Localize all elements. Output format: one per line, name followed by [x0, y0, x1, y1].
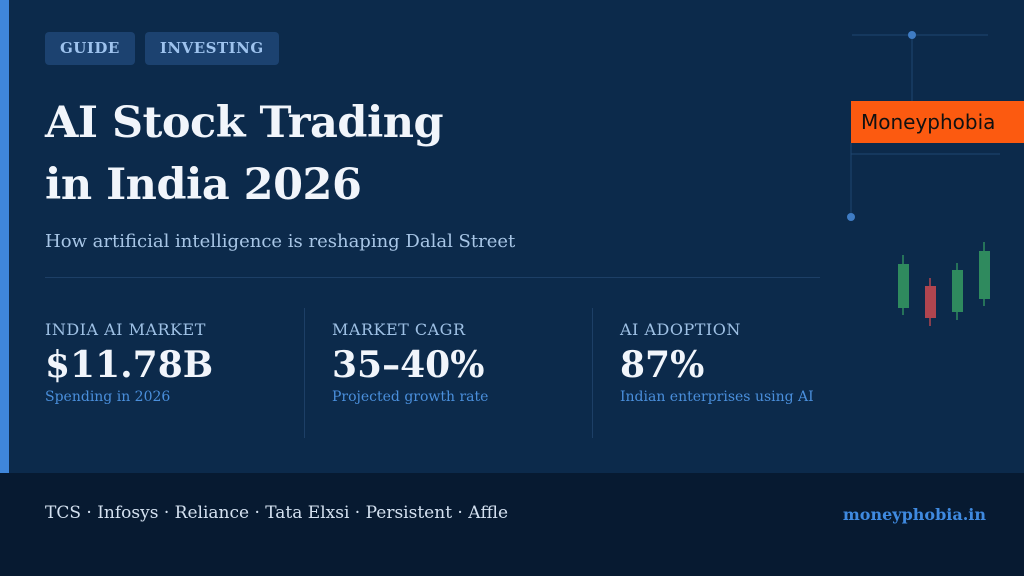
left-accent-bar	[0, 0, 9, 473]
ticker-list: TCS · Infosys · Reliance · Tata Elxsi · …	[45, 503, 509, 523]
tag-guide[interactable]: GUIDE	[45, 32, 135, 65]
footer: TCS · Infosys · Reliance · Tata Elxsi · …	[0, 473, 1024, 576]
stat-value: $11.78B	[45, 344, 214, 386]
tag-list: GUIDE INVESTING	[45, 32, 279, 65]
stat-label: AI ADOPTION	[620, 320, 741, 339]
page-subtitle: How artificial intelligence is reshaping…	[45, 231, 516, 252]
title-line-1: AI Stock Trading	[45, 98, 444, 148]
stat-value: 87%	[620, 344, 705, 386]
site-link[interactable]: moneyphobia.in	[842, 505, 986, 524]
stats-row: INDIA AI MARKET $11.78B Spending in 2026…	[45, 308, 825, 438]
candlestick-decoration-icon	[898, 242, 990, 326]
hero-panel	[9, 0, 1024, 473]
stat-caption: Spending in 2026	[45, 389, 171, 405]
stat-market-cagr: MARKET CAGR 35–40% Projected growth rate	[332, 308, 488, 438]
stat-ai-adoption: AI ADOPTION 87% Indian enterprises using…	[620, 308, 814, 438]
divider	[45, 277, 820, 278]
circuit-line-decoration-icon	[847, 31, 1000, 326]
stat-divider	[304, 308, 305, 438]
stat-label: INDIA AI MARKET	[45, 320, 206, 339]
stat-value: 35–40%	[332, 344, 485, 386]
stat-divider	[592, 308, 593, 438]
page-title: AI Stock Trading in India 2026	[45, 92, 444, 216]
stat-caption: Projected growth rate	[332, 389, 489, 405]
brand-badge: Moneyphobia	[851, 101, 1024, 143]
stat-caption: Indian enterprises using AI	[620, 389, 814, 405]
stat-india-ai-market: INDIA AI MARKET $11.78B Spending in 2026	[45, 308, 213, 438]
title-line-2: in India 2026	[45, 160, 362, 210]
tag-investing[interactable]: INVESTING	[144, 32, 279, 65]
stat-label: MARKET CAGR	[332, 320, 466, 339]
